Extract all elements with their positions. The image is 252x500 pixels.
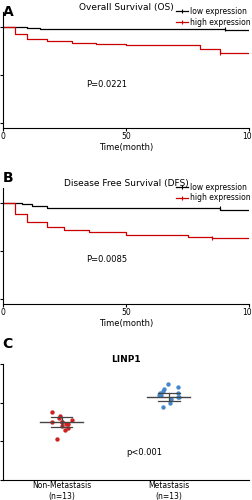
Text: p<0.001: p<0.001 (126, 448, 162, 456)
Point (161, 388, 165, 396)
Point (59, 418, 64, 426)
Point (70, 416, 74, 424)
Point (66, 420, 70, 428)
Point (158, 389, 162, 397)
Legend: low expression, high expression: low expression, high expression (176, 7, 250, 26)
Point (60, 422, 65, 430)
Point (176, 393, 180, 401)
Legend: low expression, high expression: low expression, high expression (176, 183, 250, 203)
Text: A: A (3, 5, 13, 19)
X-axis label: Time(month): Time(month) (99, 318, 153, 328)
Point (169, 395, 173, 403)
X-axis label: Time(month): Time(month) (99, 143, 153, 152)
Point (176, 389, 180, 397)
Text: P=0.0085: P=0.0085 (86, 256, 128, 264)
Point (177, 393, 181, 401)
Title: Disease Free Survival (DFS): Disease Free Survival (DFS) (64, 178, 188, 188)
Title: Overall Survival (OS): Overall Survival (OS) (79, 2, 173, 12)
Text: C: C (3, 336, 13, 350)
Point (168, 399, 172, 407)
Text: P=0.0221: P=0.0221 (86, 80, 128, 88)
Point (157, 391, 161, 399)
Point (64, 426, 68, 434)
Point (57, 414, 61, 422)
Point (55, 436, 59, 444)
Point (166, 380, 170, 388)
Point (59, 418, 64, 426)
Text: B: B (3, 172, 13, 185)
Point (58, 412, 62, 420)
Point (66, 424, 70, 432)
Point (159, 391, 163, 399)
Point (64, 420, 68, 428)
Title: LINP1: LINP1 (111, 354, 141, 364)
Point (176, 384, 180, 392)
Point (162, 386, 166, 394)
Point (50, 408, 54, 416)
Point (161, 402, 165, 410)
Point (50, 418, 54, 426)
